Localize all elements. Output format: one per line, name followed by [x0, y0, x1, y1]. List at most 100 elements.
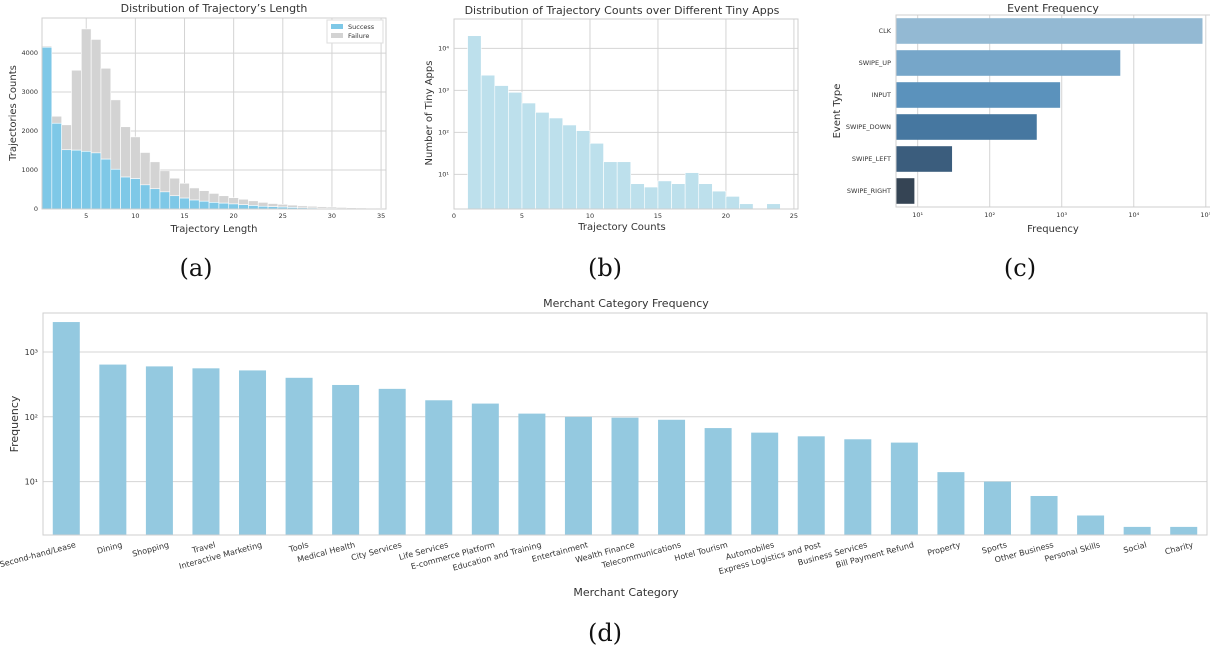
chart-d-xtick: Second-hand/Lease: [0, 540, 77, 569]
bar-failure: [287, 204, 298, 208]
chart-d-title: Merchant Category Frequency: [543, 297, 709, 310]
chart-d-xtick: Shopping: [131, 540, 170, 558]
chart-c-xtick: 10⁵: [1200, 211, 1210, 219]
chart-c-ytick: SWIPE_RIGHT: [847, 187, 891, 195]
chart-b-title: Distribution of Trajectory Counts over D…: [465, 4, 780, 17]
bar-failure: [257, 202, 269, 207]
caption-d: (d): [588, 619, 622, 647]
bar: [589, 142, 604, 210]
bar: [1123, 526, 1151, 535]
chart-a-ytick: 2000: [21, 127, 38, 135]
bar-success: [61, 149, 72, 210]
bar: [983, 481, 1011, 535]
chart-a-ytick: 0: [34, 205, 38, 213]
bar: [480, 74, 496, 210]
caption-b: (b): [588, 254, 622, 282]
bar-success: [159, 191, 171, 210]
bar-success: [248, 205, 259, 210]
chart-a-ytick: 4000: [21, 49, 38, 57]
bar-failure: [267, 203, 279, 207]
chart-b-xtick: 25: [790, 212, 798, 220]
caption-a: (a): [179, 254, 212, 282]
legend-label-failure: Failure: [348, 32, 369, 40]
bar: [684, 172, 700, 210]
chart-d-ytick: 10¹: [25, 478, 38, 487]
chart-a-ytick: 1000: [21, 166, 38, 174]
bar-failure: [130, 136, 141, 179]
chart-b-xtick: 10: [586, 212, 594, 220]
chart-a: Distribution of Trajectory’s Length 0 100…: [8, 2, 387, 282]
bar: [739, 203, 754, 210]
bar: [332, 384, 360, 535]
bar-success: [139, 184, 151, 210]
bar-success: [208, 202, 220, 210]
bar: [797, 436, 825, 535]
bar: [671, 183, 686, 210]
legend-swatch-success: [331, 24, 343, 29]
bar-failure: [110, 99, 121, 170]
bar-failure: [120, 126, 131, 178]
bar-success: [198, 200, 210, 210]
bar-failure: [189, 187, 200, 201]
bar-failure: [238, 198, 249, 206]
chart-a-xtick: 20: [230, 212, 238, 220]
bar: [766, 203, 781, 210]
bar: [467, 35, 482, 210]
bar: [378, 388, 406, 535]
bar-success: [189, 199, 200, 210]
bar: [518, 413, 546, 535]
chart-d-xlabel: Merchant Category: [573, 586, 679, 599]
bar-failure: [218, 195, 230, 204]
bar-success: [110, 168, 121, 210]
bar-success: [130, 178, 141, 210]
chart-d-xtick: Interactive Marketing: [178, 540, 263, 571]
bar: [751, 432, 779, 535]
bar-success: [149, 188, 161, 210]
chart-a-xtick: 35: [377, 212, 385, 220]
bar-success: [100, 158, 112, 210]
bar-success: [179, 197, 190, 210]
bar: [896, 178, 915, 204]
chart-d-ytick: 10³: [25, 348, 38, 357]
chart-d-xtick: City Services: [350, 540, 403, 562]
chart-b-xtick: 15: [654, 212, 662, 220]
bar-success: [90, 152, 102, 210]
chart-b-xtick: 5: [520, 212, 524, 220]
bar-success: [169, 195, 180, 210]
bar: [562, 124, 577, 210]
bar-success: [120, 176, 131, 210]
bar-failure: [248, 200, 259, 206]
bar: [896, 114, 1037, 140]
chart-a-xtick: 5: [84, 212, 88, 220]
bar: [145, 366, 173, 535]
bar-failure: [139, 152, 151, 186]
bar: [239, 370, 267, 535]
bar: [890, 442, 918, 535]
chart-d-xtick: Property: [926, 540, 961, 558]
bar-failure: [51, 115, 62, 124]
bar: [52, 322, 80, 535]
chart-a-xtick: 15: [180, 212, 188, 220]
chart-b-xtick: 20: [722, 212, 730, 220]
bar: [704, 428, 732, 535]
bar-failure: [228, 197, 239, 205]
chart-a-title: Distribution of Trajectory’s Length: [121, 2, 308, 15]
bar: [698, 183, 713, 210]
chart-c-xtick: 10³: [1056, 211, 1067, 219]
bar-failure: [149, 161, 161, 190]
bar: [535, 112, 550, 210]
chart-d-xtick: Dining: [96, 540, 123, 555]
bar: [508, 91, 523, 210]
chart-c-xtick: 10¹: [912, 211, 923, 219]
chart-d-xtick: Hotel Tourism: [673, 540, 728, 563]
bar-success: [238, 204, 249, 210]
bar: [844, 439, 872, 535]
chart-a-xtick: 10: [131, 212, 139, 220]
chart-d-ylabel: Frequency: [8, 395, 21, 452]
chart-a-xtick: 25: [279, 212, 287, 220]
chart-b-xtick: 0: [452, 212, 456, 220]
chart-c-ytick: INPUT: [872, 91, 891, 99]
chart-d-xtick: Telecommunications: [600, 540, 682, 570]
chart-c-ylabel: Event Type: [832, 84, 843, 139]
chart-a-xlabel: Trajectory Length: [169, 224, 257, 235]
